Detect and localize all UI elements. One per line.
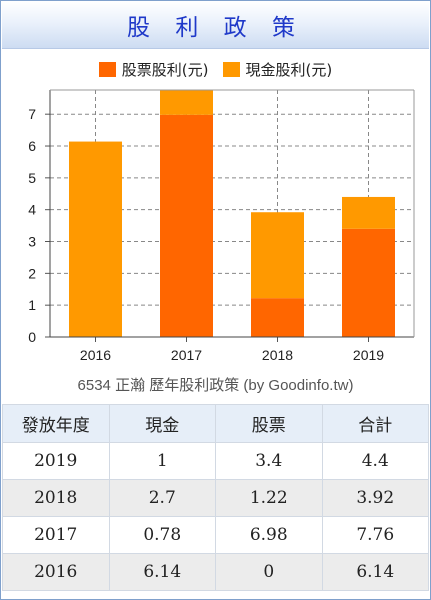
table-row: 2017 0.78 6.98 7.76 (2, 516, 429, 554)
cell-year: 2018 (2, 479, 110, 517)
table-header-cash: 現金 (108, 404, 216, 443)
bar-stock-dividend (342, 228, 395, 337)
cell-total: 7.76 (321, 516, 429, 554)
cell-total: 4.4 (321, 442, 429, 480)
y-tick-label: 5 (28, 170, 36, 186)
table-header-year: 發放年度 (2, 404, 110, 443)
chart-legend: 股票股利(元) 現金股利(元) (1, 57, 430, 81)
legend-item-cash[interactable]: 現金股利(元) (222, 59, 333, 80)
cell-cash: 0.78 (108, 516, 216, 554)
table-header-stock: 股票 (215, 404, 323, 443)
cell-year: 2019 (2, 442, 110, 480)
y-tick-label: 2 (28, 265, 36, 281)
table-row: 2016 6.14 0 6.14 (2, 553, 429, 591)
cell-stock: 3.4 (215, 442, 323, 480)
chart-caption: 6534 正瀚 歷年股利政策 (by Goodinfo.tw) (77, 377, 354, 394)
y-tick-label: 7 (28, 106, 36, 122)
x-tick-label: 2018 (262, 347, 293, 363)
bar-cash-dividend (69, 141, 122, 337)
panel-header: 股 利 政 策 (2, 2, 429, 49)
dividend-table: 發放年度 現金 股票 合計 2019 1 3.4 4.4 2018 2.7 1.… (2, 404, 429, 591)
bar-cash-dividend (160, 90, 213, 115)
bar-cash-dividend (251, 212, 304, 299)
y-tick-label: 1 (28, 297, 36, 313)
cell-total: 6.14 (321, 553, 429, 591)
cell-stock: 6.98 (215, 516, 323, 554)
cell-cash: 1 (108, 442, 216, 480)
x-tick-label: 2016 (80, 347, 111, 363)
bar-stock-dividend (160, 114, 213, 337)
cell-stock: 1.22 (215, 479, 323, 517)
legend-swatch-cash (222, 61, 240, 77)
panel-title: 股 利 政 策 (127, 15, 304, 41)
x-tick-label: 2019 (353, 347, 384, 363)
table-row: 2018 2.7 1.22 3.92 (2, 479, 429, 517)
cell-stock: 0 (215, 553, 323, 591)
cell-year: 2017 (2, 516, 110, 554)
y-tick-label: 6 (28, 138, 36, 154)
table-header-row: 發放年度 現金 股票 合計 (2, 404, 429, 443)
table-header-total: 合計 (321, 404, 429, 443)
cell-cash: 6.14 (108, 553, 216, 591)
y-tick-label: 3 (28, 234, 36, 250)
cell-cash: 2.7 (108, 479, 216, 517)
legend-swatch-stock (98, 61, 116, 77)
y-tick-label: 4 (28, 202, 36, 218)
legend-label-cash: 現金股利(元) (245, 60, 333, 79)
table-row: 2019 1 3.4 4.4 (2, 442, 429, 480)
dividend-bar-chart: 0 1 2 3 4 5 6 7 2016 2017 2018 2019 (28, 89, 415, 363)
y-tick-label: 0 (28, 329, 36, 345)
cell-total: 3.92 (321, 479, 429, 517)
x-tick-label: 2017 (171, 347, 202, 363)
legend-label-stock: 股票股利(元) (121, 60, 209, 79)
legend-item-stock[interactable]: 股票股利(元) (98, 59, 209, 80)
bar-stock-dividend (251, 298, 304, 337)
bar-cash-dividend (342, 196, 395, 229)
cell-year: 2016 (2, 553, 110, 591)
